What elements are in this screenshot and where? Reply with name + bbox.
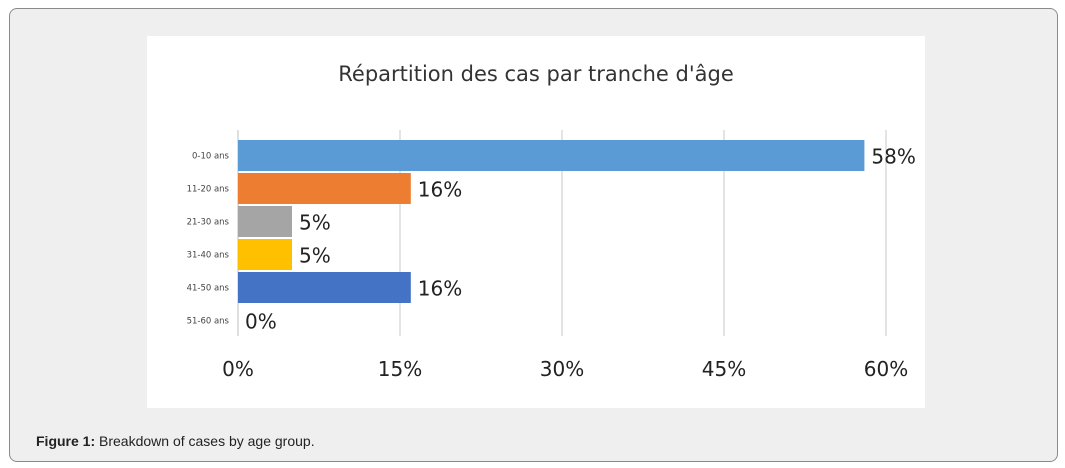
figure-panel: Répartition des cas par tranche d'âge 58… <box>9 8 1058 462</box>
data-label: 16% <box>418 178 462 202</box>
bar <box>238 173 411 204</box>
data-label: 0% <box>245 310 277 334</box>
x-tick-label: 30% <box>540 357 584 381</box>
data-labels: 58% 16% 5% 5% 16% 0% <box>245 145 916 334</box>
x-tick-label: 0% <box>222 357 254 381</box>
bars <box>238 140 865 303</box>
x-tick-label: 60% <box>864 357 908 381</box>
bar <box>238 140 865 171</box>
category-label: 21-30 ans <box>187 218 230 228</box>
category-label: 31-40 ans <box>187 251 230 261</box>
figure-caption: Figure 1: Breakdown of cases by age grou… <box>36 433 315 449</box>
category-labels: 0-10 ans 11-20 ans 21-30 ans 31-40 ans 41-50… <box>187 152 230 327</box>
data-label: 5% <box>299 211 331 235</box>
category-label: 51-60 ans <box>187 317 230 327</box>
chart-title: Répartition des cas par tranche d'âge <box>338 62 734 86</box>
data-label: 5% <box>299 244 331 268</box>
category-label: 41-50 ans <box>187 284 230 294</box>
category-label: 0-10 ans <box>192 152 230 162</box>
caption-text: Breakdown of cases by age group. <box>95 433 315 449</box>
chart-area: Répartition des cas par tranche d'âge 58… <box>147 36 925 408</box>
bar <box>238 272 411 303</box>
x-tick-label: 45% <box>702 357 746 381</box>
bar-chart: Répartition des cas par tranche d'âge 58… <box>187 62 916 381</box>
data-label: 16% <box>418 277 462 301</box>
bar <box>238 239 292 270</box>
data-label: 58% <box>871 145 915 169</box>
bar <box>238 206 292 237</box>
x-tick-label: 15% <box>378 357 422 381</box>
x-tick-labels: 0% 15% 30% 45% 60% <box>222 357 908 381</box>
category-label: 11-20 ans <box>187 185 230 195</box>
caption-label: Figure 1: <box>36 433 96 449</box>
